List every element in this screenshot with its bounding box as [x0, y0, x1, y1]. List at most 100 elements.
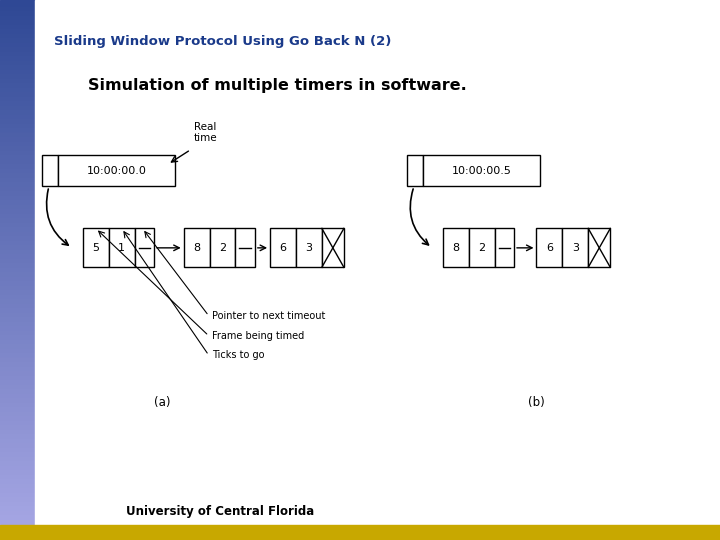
Text: 3: 3	[305, 243, 312, 253]
Bar	[0, 374, 35, 378]
Bar	[0, 212, 35, 216]
Bar	[0, 14, 35, 18]
Bar	[0, 441, 35, 445]
Bar	[0, 63, 35, 68]
Bar	[0, 360, 35, 364]
Bar	[0, 423, 35, 428]
Bar	[0, 418, 35, 423]
Bar	[0, 40, 35, 45]
Bar	[0, 405, 35, 409]
Bar	[0, 108, 35, 112]
Bar	[0, 455, 35, 459]
Bar	[0, 364, 35, 369]
Bar	[0, 526, 35, 531]
Bar	[0, 432, 35, 436]
Bar	[0, 198, 35, 202]
Bar	[0, 463, 35, 468]
Bar	[0, 31, 35, 36]
Bar	[0, 189, 35, 193]
Bar	[407, 155, 423, 186]
Bar	[0, 50, 35, 54]
Text: Ticks to go: Ticks to go	[212, 350, 265, 360]
Bar	[0, 77, 35, 81]
Bar	[0, 18, 35, 23]
Bar	[0, 261, 35, 266]
Bar	[0, 139, 35, 144]
Bar	[0, 306, 35, 310]
Bar	[0, 122, 35, 126]
Bar	[0, 135, 35, 139]
Bar	[0, 401, 35, 405]
Bar	[0, 333, 35, 338]
Bar	[0, 68, 35, 72]
Bar	[0, 81, 35, 85]
Bar	[0, 131, 35, 135]
Bar	[0, 112, 35, 117]
Bar	[469, 228, 495, 267]
Bar	[0, 459, 35, 463]
Text: 10:00:00.0: 10:00:00.0	[86, 166, 146, 176]
Bar	[0, 158, 35, 162]
Bar	[0, 266, 35, 270]
Bar	[0, 531, 35, 536]
Bar	[0, 409, 35, 414]
Text: Sliding Window Protocol Using Go Back N (2): Sliding Window Protocol Using Go Back N …	[54, 35, 392, 48]
Text: 5: 5	[92, 243, 99, 253]
Bar	[0, 486, 35, 490]
Bar	[0, 351, 35, 355]
Bar	[0, 279, 35, 284]
Bar	[0, 9, 35, 14]
Bar	[0, 256, 35, 261]
Text: Pointer to next timeout: Pointer to next timeout	[212, 311, 325, 321]
Bar	[0, 490, 35, 495]
Text: (b): (b)	[528, 396, 545, 409]
Bar	[0, 324, 35, 328]
Bar	[443, 228, 469, 267]
Bar	[0, 369, 35, 374]
Bar	[0, 297, 35, 301]
Bar	[588, 228, 611, 267]
Bar	[296, 228, 322, 267]
Bar	[0, 162, 35, 166]
Bar	[0, 310, 35, 315]
Bar	[0, 355, 35, 360]
Bar	[270, 228, 296, 267]
Bar	[0, 525, 720, 540]
Bar	[0, 4, 35, 9]
Bar	[0, 239, 35, 243]
Bar	[42, 155, 58, 186]
Text: 3: 3	[572, 243, 579, 253]
Bar	[0, 117, 35, 122]
Text: (a): (a)	[154, 396, 170, 409]
Bar	[0, 274, 35, 279]
Bar	[0, 90, 35, 94]
Bar	[210, 228, 235, 267]
Bar	[0, 414, 35, 418]
Bar	[0, 504, 35, 509]
Bar	[0, 176, 35, 180]
Bar	[0, 216, 35, 220]
Bar	[0, 252, 35, 256]
Bar	[0, 171, 35, 176]
Bar	[0, 180, 35, 185]
Bar	[0, 243, 35, 247]
Bar	[0, 392, 35, 396]
Bar	[0, 166, 35, 171]
Bar	[0, 495, 35, 500]
Bar	[0, 230, 35, 234]
Text: 6: 6	[546, 243, 553, 253]
Bar	[0, 387, 35, 392]
Bar	[0, 513, 35, 517]
Bar	[135, 228, 154, 267]
Bar	[0, 396, 35, 401]
Bar	[0, 320, 35, 324]
Bar	[0, 477, 35, 482]
Bar	[58, 155, 175, 186]
Text: Real
time: Real time	[194, 122, 217, 143]
Bar	[0, 202, 35, 207]
Bar	[0, 85, 35, 90]
Bar	[0, 382, 35, 387]
Bar	[0, 378, 35, 382]
Bar	[109, 228, 135, 267]
Bar	[0, 45, 35, 50]
